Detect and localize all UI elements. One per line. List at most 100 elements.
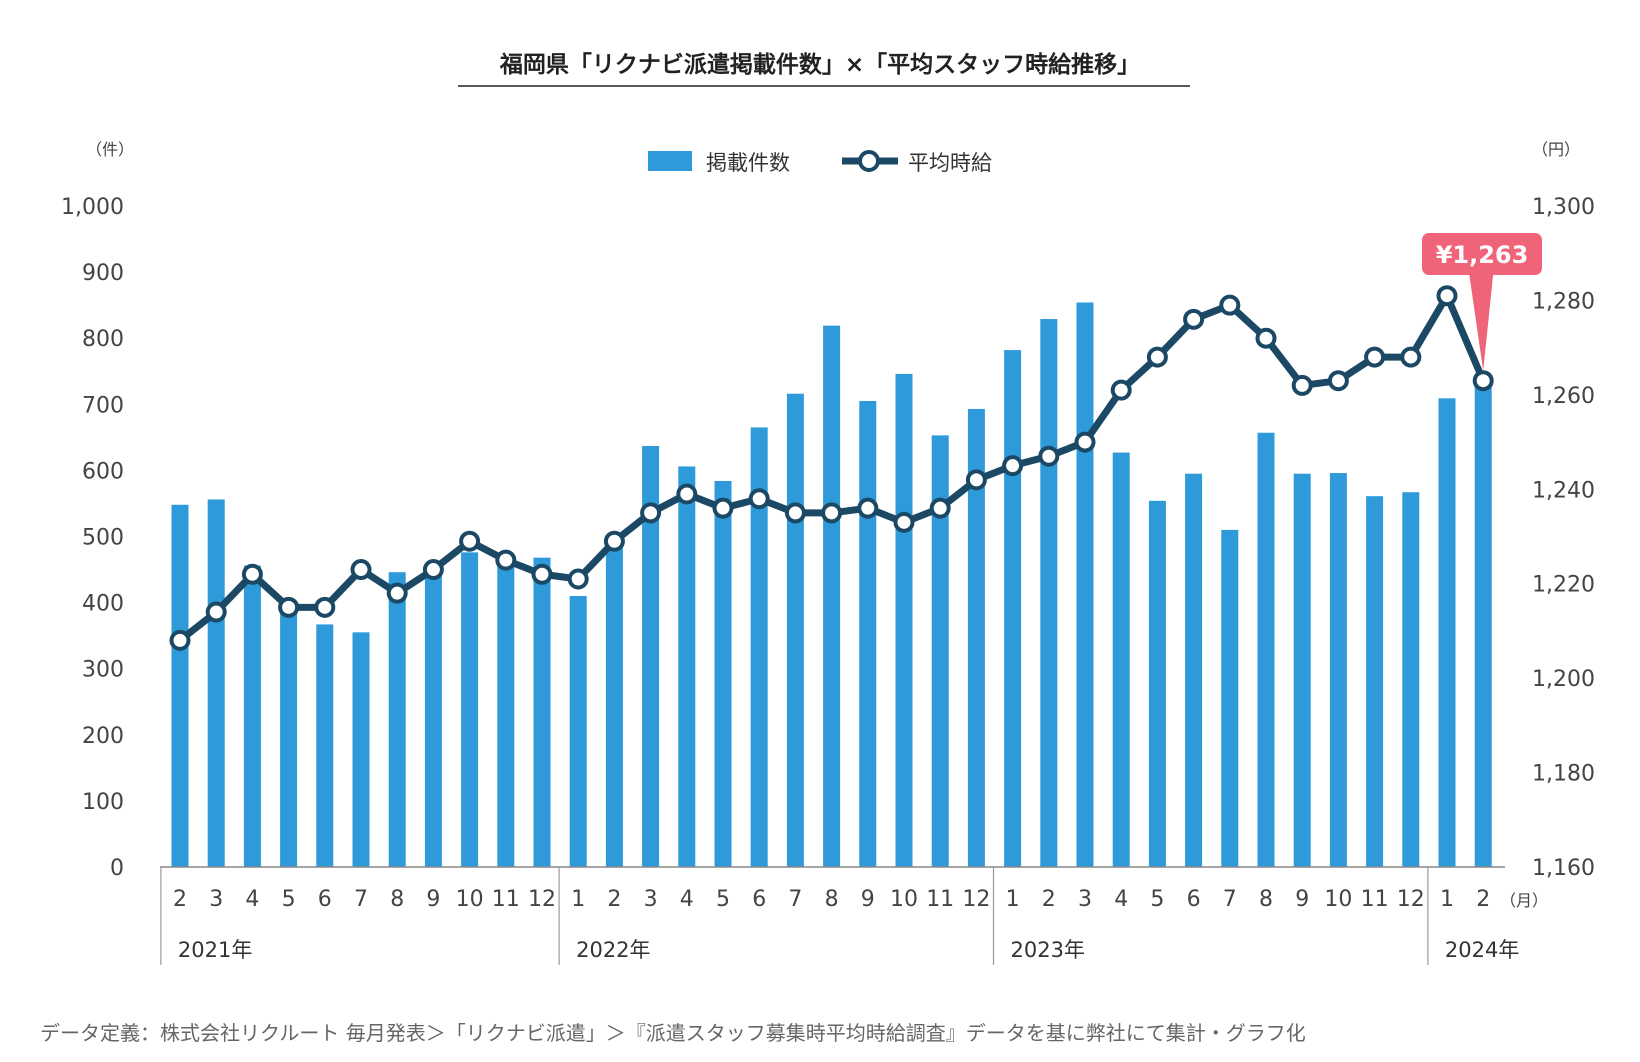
x-tick-label: 10 (890, 887, 918, 912)
callout-pointer (1469, 274, 1494, 371)
right-tick-label: 1,180 (1532, 762, 1595, 787)
bar (1329, 473, 1347, 867)
line-point (1219, 294, 1241, 316)
legend: 掲載件数 平均時給 (648, 150, 992, 175)
line-point (1038, 445, 1060, 467)
bar (1148, 500, 1166, 867)
legend-bar-swatch (648, 151, 692, 171)
line-point (241, 563, 263, 585)
bar (1040, 319, 1058, 867)
x-tick-label: 12 (528, 887, 556, 912)
legend-line-label: 平均時給 (908, 151, 992, 175)
x-tick-label: 8 (825, 887, 839, 912)
line-point (567, 568, 589, 590)
bar (678, 466, 696, 867)
line-point (1002, 455, 1024, 477)
year-label: 2024年 (1445, 938, 1519, 962)
line-point (350, 559, 372, 581)
line-point (1146, 346, 1168, 368)
bar-series (171, 302, 1492, 868)
bar (352, 632, 370, 867)
bar (823, 325, 841, 867)
line-point (1255, 327, 1277, 349)
line-point (1074, 431, 1096, 453)
year-label: 2021年 (178, 938, 252, 962)
line-point (314, 596, 336, 618)
year-labels: 2021年 2022年 2023年 2024年 (160, 867, 1519, 965)
callout-box (1422, 233, 1542, 275)
x-tick-label: 9 (426, 887, 440, 912)
bar (280, 604, 298, 867)
x-tick-label: 7 (1223, 887, 1237, 912)
bar (1474, 385, 1492, 867)
left-tick-label: 0 (110, 856, 124, 881)
bar (316, 624, 334, 867)
x-tick-label: 4 (245, 887, 259, 912)
line-point (965, 469, 987, 491)
x-tick-label: 11 (492, 887, 520, 912)
bar (1004, 350, 1022, 867)
bar (750, 427, 768, 867)
x-tick-label: 8 (390, 887, 404, 912)
line-point (386, 582, 408, 604)
left-tick-label: 900 (82, 261, 124, 286)
chart-title: 福岡県「リクナビ派遣掲載件数」×「平均スタッフ時給推移」 (499, 51, 1140, 78)
callout-label: ¥1,263 (1436, 241, 1529, 269)
line-point (603, 530, 625, 552)
line-point (422, 559, 444, 581)
line-point (676, 483, 698, 505)
bar (1293, 473, 1311, 867)
x-tick-label: 6 (318, 887, 332, 912)
bar (1402, 492, 1420, 867)
left-tick-label: 200 (82, 724, 124, 749)
bar (714, 480, 732, 867)
left-axis-unit: （件） (86, 140, 134, 159)
legend-bar-label: 掲載件数 (706, 151, 790, 175)
x-tick-label: 5 (1150, 887, 1164, 912)
line-point (1110, 379, 1132, 401)
line-point (712, 497, 734, 519)
x-tick-label: 7 (788, 887, 802, 912)
right-tick-label: 1,280 (1532, 289, 1595, 314)
bar (1076, 302, 1094, 868)
right-tick-label: 1,200 (1532, 667, 1595, 692)
x-tick-label: 4 (680, 887, 694, 912)
line-point (459, 530, 481, 552)
line-markers (169, 285, 1494, 651)
line-point (1364, 346, 1386, 368)
x-tick-label: 12 (962, 887, 990, 912)
left-tick-label: 100 (82, 790, 124, 815)
bar (243, 565, 261, 867)
line-point (1436, 285, 1458, 307)
bar (1185, 473, 1203, 867)
bar (461, 552, 479, 867)
right-tick-label: 1,220 (1532, 573, 1595, 598)
bar (1112, 452, 1130, 867)
footnote: データ定義：株式会社リクルート 毎月発表＞「リクナビ派遣」＞『派遣スタッフ募集時… (40, 1021, 1306, 1045)
x-tick-label: 11 (1361, 887, 1389, 912)
left-tick-label: 1,000 (61, 195, 124, 220)
x-tick-label: 8 (1259, 887, 1273, 912)
line-point (169, 629, 191, 651)
x-tick-label: 6 (752, 887, 766, 912)
bar (388, 572, 406, 867)
right-tick-label: 1,300 (1532, 195, 1595, 220)
line-point (531, 563, 553, 585)
bar (895, 373, 913, 867)
right-axis-ticks: 1,160 1,180 1,200 1,220 1,240 1,260 1,280 1,300 (1532, 195, 1595, 881)
x-tick-label: 6 (1187, 887, 1201, 912)
line-point (748, 488, 770, 510)
month-unit: （月） (1500, 891, 1548, 910)
bar (859, 400, 877, 867)
line-point (278, 596, 300, 618)
x-tick-label: 5 (716, 887, 730, 912)
x-tick-label: 2 (173, 887, 187, 912)
x-axis-labels: 2 3 4 5 6 7 8 9 10 11 12 1 2 3 4 5 6 7 8 9 10 11 12 1 2 3 4 5 6 7 8 9 10… (173, 887, 1490, 912)
callout: ¥1,263 (1422, 233, 1542, 371)
line-point (929, 497, 951, 519)
x-tick-label: 1 (1006, 887, 1020, 912)
x-tick-label: 1 (1440, 887, 1454, 912)
left-tick-label: 600 (82, 459, 124, 484)
year-label: 2023年 (1011, 938, 1085, 962)
right-tick-label: 1,240 (1532, 478, 1595, 503)
